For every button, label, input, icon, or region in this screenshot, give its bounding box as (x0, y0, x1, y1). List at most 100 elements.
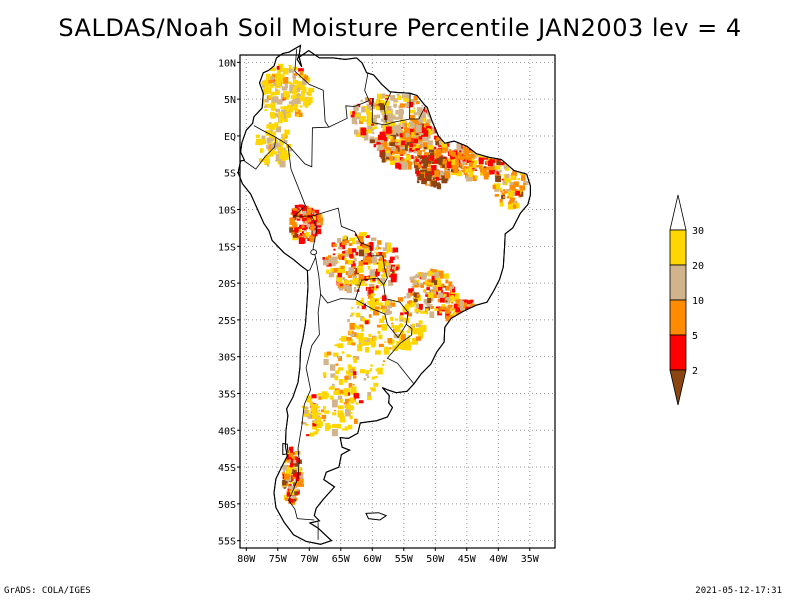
percentile-cell (359, 279, 365, 286)
percentile-cell (431, 181, 437, 185)
latitude-tick-labels: 10N 5N EQ 5S 10S 15S 20S 25S 30S 35S 40S 45S 50S 55S (218, 58, 240, 548)
percentile-cell (436, 306, 439, 309)
percentile-cell (282, 133, 287, 137)
percentile-cell (466, 303, 471, 307)
percentile-cell (286, 454, 293, 460)
percentile-cell (430, 289, 437, 295)
percentile-cell (275, 153, 282, 162)
island (365, 512, 388, 521)
percentile-cell (416, 139, 423, 144)
percentile-cell (394, 334, 398, 339)
percentile-cell (487, 160, 493, 167)
percentile-cell (425, 174, 428, 176)
percentile-cell (356, 335, 359, 339)
percentile-cell (292, 222, 297, 227)
percentile-cell (354, 129, 359, 135)
country-border (244, 137, 277, 170)
percentile-cell (341, 240, 347, 246)
percentile-cell (511, 185, 516, 191)
percentile-cell (399, 150, 405, 155)
percentile-cell (332, 243, 337, 247)
percentile-cell (372, 123, 376, 126)
percentile-cell (356, 300, 362, 306)
percentile-cell (385, 150, 391, 156)
percentile-cell (286, 113, 292, 118)
percentile-cell (445, 285, 450, 291)
percentile-cell (434, 146, 437, 150)
percentile-cell (496, 160, 501, 166)
percentile-cell (260, 148, 264, 153)
percentile-cell (442, 159, 447, 162)
percentile-cell (356, 325, 360, 330)
percentile-cell (295, 456, 298, 461)
colorbar-label: 20 (692, 261, 704, 272)
percentile-cell (359, 324, 364, 329)
percentile-cell (355, 251, 359, 256)
percentile-cell (480, 149, 485, 155)
percentile-cell (324, 352, 329, 358)
percentile-cell (265, 158, 270, 164)
percentile-cell (344, 257, 347, 261)
percentile-cell (404, 122, 408, 127)
percentile-cell (439, 171, 445, 176)
percentile-cell (449, 284, 455, 289)
percentile-cell (382, 364, 385, 367)
percentile-cell (396, 132, 399, 137)
percentile-cell (386, 300, 390, 305)
percentile-cell (432, 175, 436, 178)
percentile-cell (352, 248, 357, 253)
percentile-cell (432, 177, 435, 180)
percentile-cell (489, 151, 493, 154)
percentile-cell (386, 263, 391, 269)
percentile-cell (373, 309, 379, 316)
percentile-cell (485, 166, 489, 170)
percentile-cell (504, 191, 508, 194)
percentile-cell (293, 459, 297, 464)
percentile-cell (427, 183, 430, 186)
percentile-cell (353, 104, 359, 112)
percentile-cell (293, 208, 297, 212)
latitude-label: 35S (218, 389, 236, 400)
percentile-cell (370, 287, 374, 290)
percentile-cell (431, 294, 438, 299)
percentile-cell (418, 173, 425, 178)
percentile-cell (383, 293, 386, 297)
colorbar-box (669, 334, 687, 371)
percentile-cell (386, 155, 391, 160)
percentile-cell (369, 139, 375, 144)
country-border (386, 323, 415, 385)
percentile-cell (333, 352, 339, 357)
percentile-cell (380, 118, 384, 122)
percentile-cell (519, 185, 526, 191)
percentile-cell (280, 106, 284, 109)
percentile-cell (420, 324, 427, 332)
percentile-cell (443, 285, 446, 288)
percentile-cell (477, 141, 483, 147)
percentile-cell (268, 94, 273, 99)
percentile-cell (342, 276, 346, 281)
percentile-cell (344, 426, 349, 431)
percentile-cell (385, 251, 389, 254)
percentile-cell (271, 74, 276, 78)
percentile-cell (479, 147, 483, 151)
percentile-cell (433, 155, 436, 159)
percentile-cell (513, 200, 517, 203)
percentile-cell (287, 104, 292, 109)
percentile-cell (365, 373, 369, 376)
percentile-cell (350, 307, 354, 309)
percentile-cell (419, 119, 424, 124)
percentile-cell (512, 201, 518, 205)
percentile-cell (501, 178, 504, 181)
percentile-cell (376, 114, 381, 119)
percentile-cell (358, 400, 364, 404)
percentile-cell (292, 455, 297, 461)
percentile-cell (292, 462, 296, 465)
percentile-cell (455, 307, 460, 313)
percentile-cell (356, 245, 362, 250)
latitude-label: 30S (218, 353, 236, 364)
percentile-cell (327, 424, 331, 429)
percentile-cell (403, 119, 406, 123)
percentile-cell (453, 165, 459, 174)
percentile-cell (439, 165, 444, 169)
percentile-cell (372, 271, 378, 277)
